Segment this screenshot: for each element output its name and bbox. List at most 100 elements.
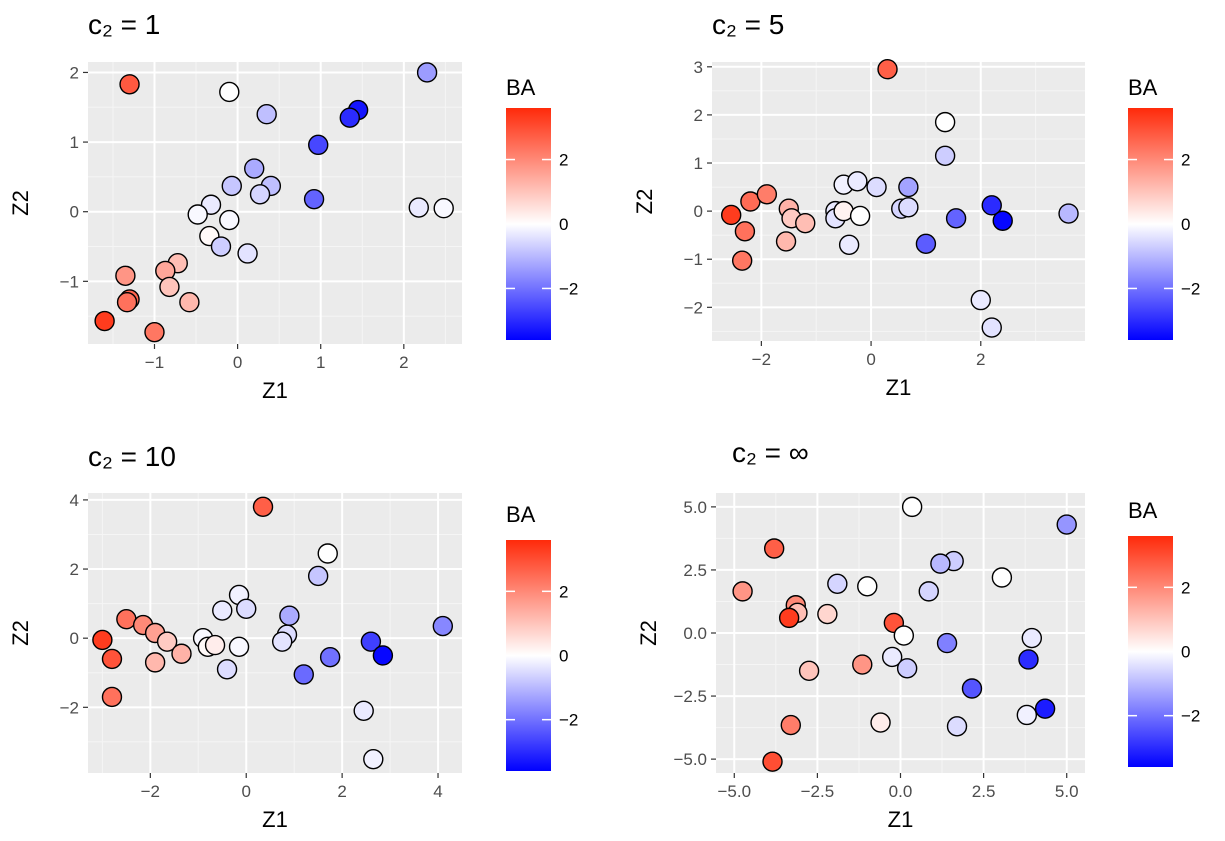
data-point: [756, 184, 778, 205]
legend-title: BA: [1128, 75, 1158, 100]
panel-c2-1: c₂ = 1 −1 0 1 2 −1 0 1 2 Z1 Z2: [8, 9, 462, 403]
data-point: [881, 646, 903, 668]
data-point: [303, 188, 325, 210]
data-point: [372, 645, 394, 666]
y-tick-label: −1: [60, 272, 79, 291]
y-tick-label: 0: [70, 629, 79, 648]
data-point: [293, 664, 314, 685]
y-tick-label: 2.5: [683, 561, 707, 580]
y-axis-label: Z2: [636, 620, 661, 646]
data-point: [775, 231, 797, 252]
legend-tick-label: 0: [1181, 643, 1190, 662]
data-point: [416, 62, 438, 83]
data-point: [319, 646, 341, 668]
data-point: [838, 234, 860, 255]
data-point: [116, 292, 138, 313]
data-point: [1018, 649, 1039, 670]
data-point: [866, 176, 887, 198]
legend-tick-label: −2: [559, 711, 578, 730]
data-point: [171, 643, 192, 664]
y-tick-label: 2: [70, 560, 79, 579]
legend-tick-label: 2: [559, 151, 568, 170]
data-point: [732, 581, 753, 602]
x-tick-label: −2: [141, 782, 160, 801]
panel-c2-infinity: c₂ = ∞ −5.0 −2.5 0.0 2.5 5.0 −5.0 −2.5 0.0 2.5 5.…: [636, 437, 1085, 832]
legend-tick-label: −2: [1181, 707, 1200, 726]
data-point: [992, 210, 1013, 231]
data-point: [762, 751, 783, 772]
data-point: [934, 145, 956, 167]
color-legend: BA 2 0 −2: [1128, 498, 1200, 767]
data-point: [249, 184, 271, 205]
x-tick-label: 0: [241, 782, 250, 801]
x-tick-label: −2: [752, 350, 771, 369]
y-tick-label: 3: [694, 58, 703, 77]
panel-title: c₂ = 10: [88, 441, 176, 472]
data-point: [219, 81, 240, 103]
data-point: [936, 632, 958, 654]
axis-ticks: −2 0 2 −2 −1 0 1 2 3: [684, 58, 986, 369]
data-point: [731, 250, 753, 271]
data-point: [119, 74, 140, 95]
y-axis-label: Z2: [8, 620, 33, 646]
data-point: [970, 289, 991, 311]
data-point: [92, 629, 113, 651]
legend-tick-label: −2: [1181, 279, 1200, 298]
y-tick-label: 0: [694, 202, 703, 221]
x-tick-label: 5.0: [1055, 782, 1079, 801]
data-point: [893, 625, 915, 646]
y-tick-label: 2: [70, 63, 79, 82]
data-point: [256, 104, 277, 125]
data-point: [236, 598, 257, 620]
data-point: [817, 603, 838, 625]
legend-tick-label: 2: [1181, 151, 1190, 170]
gridlines: [716, 493, 1085, 773]
x-axis-label: Z1: [886, 375, 912, 400]
y-tick-label: 0: [70, 203, 79, 222]
data-point: [1058, 203, 1079, 224]
x-tick-label: 2.5: [972, 782, 996, 801]
data-point: [901, 496, 923, 518]
data-point: [778, 607, 800, 629]
data-point: [930, 553, 951, 574]
y-tick-label: −5.0: [673, 750, 707, 769]
data-point: [353, 700, 374, 721]
data-point: [981, 317, 1002, 338]
data-point: [852, 654, 873, 675]
y-axis-label: Z2: [8, 190, 33, 216]
data-point: [408, 197, 429, 218]
data-point: [934, 111, 956, 133]
data-point: [156, 631, 178, 652]
data-point: [827, 573, 848, 595]
panel-title: c₂ = 5: [712, 9, 784, 40]
y-tick-label: 1: [70, 133, 79, 152]
data-point: [144, 652, 166, 673]
x-tick-label: 1: [316, 353, 325, 372]
data-point: [115, 265, 136, 286]
legend-tick-label: 2: [559, 582, 568, 601]
data-point: [877, 59, 898, 80]
panel-title: c₂ = ∞: [732, 437, 809, 468]
y-tick-label: 5.0: [683, 498, 707, 517]
y-tick-label: −2.5: [673, 687, 707, 706]
legend-tick-label: 0: [1181, 215, 1190, 234]
data-point: [317, 543, 338, 564]
data-point: [210, 236, 232, 257]
data-point: [252, 496, 274, 518]
y-axis-label: Z2: [632, 189, 657, 215]
x-tick-label: −2.5: [801, 782, 835, 801]
data-point: [847, 171, 868, 192]
data-point: [991, 567, 1013, 588]
legend-tick-label: −2: [559, 279, 578, 298]
data-point: [360, 631, 382, 652]
legend-tick-label: 0: [559, 215, 568, 234]
axis-ticks: −5.0 −2.5 0.0 2.5 5.0 −5.0 −2.5 0.0 2.5 5.0: [673, 498, 1078, 801]
points: [732, 496, 1077, 772]
data-point: [101, 648, 123, 670]
x-tick-label: −5.0: [718, 782, 752, 801]
data-point: [94, 310, 115, 332]
data-point: [720, 204, 742, 226]
legend-title: BA: [506, 75, 536, 100]
x-tick-label: 2: [337, 782, 346, 801]
data-point: [308, 134, 329, 156]
